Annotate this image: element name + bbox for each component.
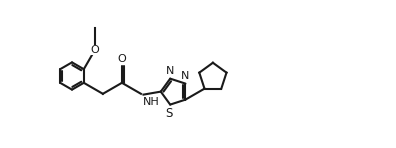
Text: N: N — [166, 66, 174, 76]
Text: N: N — [181, 71, 190, 81]
Text: O: O — [118, 54, 126, 64]
Text: O: O — [90, 45, 99, 55]
Text: NH: NH — [143, 97, 160, 107]
Text: S: S — [166, 107, 173, 120]
